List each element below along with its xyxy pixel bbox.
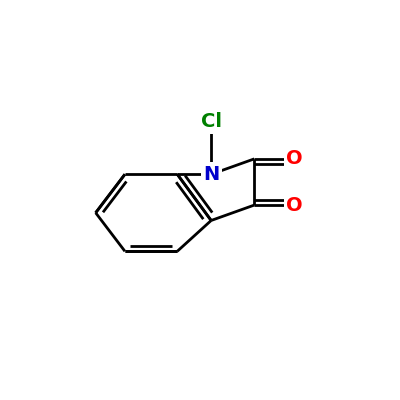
- Text: N: N: [203, 165, 219, 184]
- Text: Cl: Cl: [201, 112, 222, 132]
- Text: O: O: [286, 196, 303, 214]
- Text: O: O: [286, 149, 303, 168]
